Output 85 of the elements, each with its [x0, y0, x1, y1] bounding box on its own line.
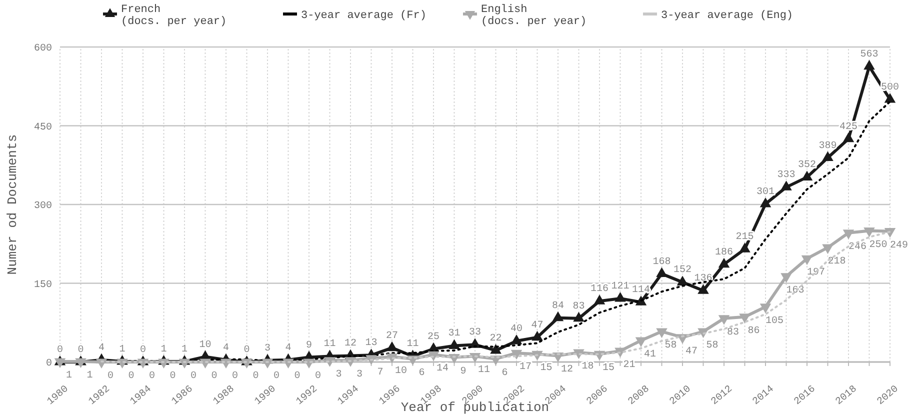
data-label: 0 [314, 371, 322, 382]
data-label: 105 [765, 316, 784, 327]
data-label: 47 [531, 320, 544, 332]
data-label: 17 [519, 362, 532, 374]
data-label: 4 [285, 342, 292, 354]
data-label: 0 [107, 371, 114, 382]
data-label: 14 [436, 364, 449, 375]
data-label: 58 [664, 340, 677, 352]
data-label: 58 [706, 340, 718, 352]
data-label: 168 [652, 256, 671, 268]
data-label: 9 [306, 340, 312, 352]
data-label: 0 [211, 371, 218, 382]
data-label: 0 [148, 371, 156, 382]
data-label: 1 [119, 344, 126, 356]
data-label: 86 [748, 326, 760, 337]
data-label: 40 [510, 324, 523, 335]
data-label: 12 [344, 338, 357, 350]
data-label: 3 [336, 369, 342, 380]
legend-label: 3-year average (Eng) [661, 10, 794, 22]
data-label: 83 [572, 301, 585, 312]
data-label: 152 [673, 265, 692, 276]
data-label: 0 [190, 371, 197, 382]
data-label: 47 [685, 346, 698, 358]
data-label: 0 [78, 345, 84, 356]
y-tick-label: 150 [34, 280, 52, 291]
data-label: 116 [590, 284, 609, 296]
data-label: 11 [406, 339, 419, 350]
data-label: 3 [356, 369, 363, 380]
data-label: 0 [128, 371, 134, 382]
legend-label: French (docs. per year) [121, 4, 227, 28]
y-axis-title: Numer od Documents [5, 134, 20, 275]
data-label: 21 [623, 360, 636, 371]
data-label: 6 [418, 368, 425, 379]
data-label: 4 [222, 342, 230, 354]
data-label: 10 [394, 366, 408, 377]
data-label: 33 [468, 328, 482, 339]
data-label: 12 [560, 364, 574, 376]
data-label: 249 [890, 240, 908, 252]
data-label: 7 [377, 367, 384, 378]
data-label: 4 [98, 342, 105, 354]
data-label: 121 [611, 281, 630, 292]
data-label: 0 [294, 371, 300, 382]
legend-label: English (docs. per year) [481, 4, 587, 28]
data-label: 15 [540, 363, 552, 374]
data-label: 27 [386, 330, 398, 342]
data-label: 333 [777, 170, 796, 182]
data-label: 3 [264, 343, 271, 354]
data-label: 1 [66, 370, 72, 382]
data-label: 11 [324, 339, 336, 350]
y-tick-label: 300 [34, 201, 52, 212]
data-label: 6 [502, 368, 508, 379]
y-tick-label: 600 [34, 44, 52, 54]
data-label: 1 [181, 344, 188, 356]
data-label: 0 [244, 345, 250, 356]
data-label: 10 [199, 340, 212, 351]
data-label: 18 [582, 362, 594, 373]
y-tick-label: 450 [34, 122, 52, 134]
data-label: 301 [756, 186, 775, 198]
data-label: 563 [860, 49, 878, 60]
data-label: 0 [140, 345, 146, 356]
data-label: 0 [232, 371, 238, 382]
data-label: 31 [448, 328, 460, 340]
data-label: 250 [869, 240, 888, 251]
data-label: 0 [170, 371, 176, 382]
data-label: 0 [252, 371, 259, 382]
data-label: 136 [694, 274, 712, 285]
data-label: 83 [726, 327, 740, 338]
data-label: 352 [798, 160, 816, 172]
data-label: 25 [427, 332, 440, 343]
data-label: 1 [86, 370, 93, 382]
data-label: 13 [365, 338, 378, 350]
y-tick-label: 0 [46, 358, 52, 370]
data-label: 1 [160, 344, 167, 356]
data-label: 218 [828, 256, 846, 268]
data-label: 389 [818, 140, 837, 152]
data-label: 0 [273, 371, 280, 382]
data-label: 11 [478, 365, 490, 376]
data-label: 15 [602, 363, 615, 374]
data-label: 84 [552, 300, 564, 312]
legend-label: 3-year average (Fr) [301, 10, 426, 22]
data-label: 41 [644, 349, 656, 360]
data-label: 0 [56, 345, 64, 356]
data-label: 9 [460, 366, 466, 378]
data-label: 22 [490, 333, 502, 344]
data-label: 186 [714, 247, 734, 258]
